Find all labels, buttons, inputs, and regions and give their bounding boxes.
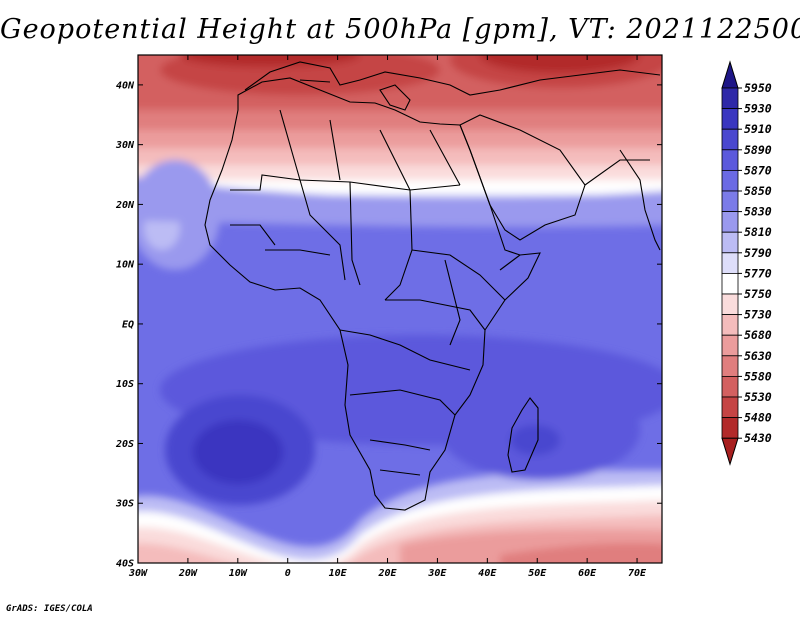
colorbar-swatch [721, 417, 739, 439]
colorbar-label: 5910 [744, 122, 772, 136]
colorbar-swatch [721, 149, 739, 171]
africa-coastline [204, 77, 541, 511]
colorbar-label: 5730 [744, 308, 772, 322]
colorbar-bottom-arrow [721, 437, 739, 466]
colorbar-swatch [721, 128, 739, 151]
colorbar-swatch [721, 334, 739, 357]
colorbar-label: 5680 [744, 328, 772, 342]
colorbar-label: 5930 [744, 102, 772, 116]
colorbar-swatch [721, 169, 739, 192]
colorbar-swatch [721, 211, 739, 233]
lon-label: 60E [578, 568, 597, 579]
colorbar-swatch [721, 87, 739, 110]
colorbar-label: 5530 [744, 390, 772, 404]
colorbar-top-arrow [721, 60, 739, 89]
credit-text: GrADS: IGES/COLA [6, 604, 93, 614]
colorbar-label: 5850 [744, 184, 772, 198]
lon-label: 40E [478, 568, 497, 579]
lat-label: 20N [115, 200, 135, 211]
map-title: Geopotential Height at 500hPa [gpm], VT:… [0, 14, 800, 45]
india [619, 149, 661, 251]
lat-label: 20S [115, 439, 134, 450]
colorbar: 5950 5930 5910 5890 5870 5850 5830 5810 5790 5770… [721, 60, 772, 466]
lon-label: 50E [528, 568, 547, 579]
colorbar-label: 5890 [744, 143, 772, 157]
colorbar-label: 5770 [744, 266, 772, 280]
colorbar-label: 5580 [744, 369, 772, 383]
lon-label: 30W [128, 568, 148, 579]
colorbar-swatch [721, 314, 739, 336]
lat-label: 30N [115, 140, 135, 151]
geopotential-field [138, 55, 662, 563]
colorbar-label: 5630 [744, 349, 772, 363]
colorbar-label: 5750 [744, 287, 772, 301]
lat-label: 10S [116, 379, 134, 390]
lat-label: 40S [116, 559, 134, 570]
colorbar-swatch [721, 190, 739, 213]
colorbar-swatch [721, 375, 739, 398]
lon-label: 10E [329, 568, 348, 579]
colorbar-swatch [721, 252, 739, 274]
lat-label: 10N [116, 260, 135, 271]
colorbar-label: 5830 [744, 205, 772, 219]
colorbar-label: 5480 [744, 411, 772, 425]
colorbar-swatch [721, 355, 739, 377]
colorbar-label: 5870 [744, 163, 772, 177]
colorbar-label: 5790 [744, 246, 772, 260]
colorbar-label: 5950 [744, 81, 772, 95]
lon-label: 10W [229, 568, 248, 579]
lon-label: 0 [285, 568, 291, 579]
lon-label: 30E [427, 568, 447, 579]
coastlines [204, 61, 661, 511]
colorbar-swatch [721, 396, 739, 419]
colorbar-swatch [721, 108, 739, 130]
lon-label: 20W [178, 568, 198, 579]
colorbar-swatch [721, 231, 739, 254]
map-frame [137, 54, 663, 564]
europe [244, 61, 661, 96]
colorbar-swatch [721, 293, 739, 316]
lon-label: 20E [377, 568, 397, 579]
colorbar-label: 5810 [744, 225, 772, 239]
lat-label: EQ [122, 319, 134, 330]
lat-label: 40N [116, 80, 135, 91]
colorbar-label: 5430 [744, 431, 772, 445]
lat-label: 30S [115, 499, 134, 510]
lon-label: 70E [628, 568, 647, 579]
colorbar-swatch [721, 272, 739, 295]
arabia [459, 114, 586, 241]
madagascar [507, 397, 539, 473]
